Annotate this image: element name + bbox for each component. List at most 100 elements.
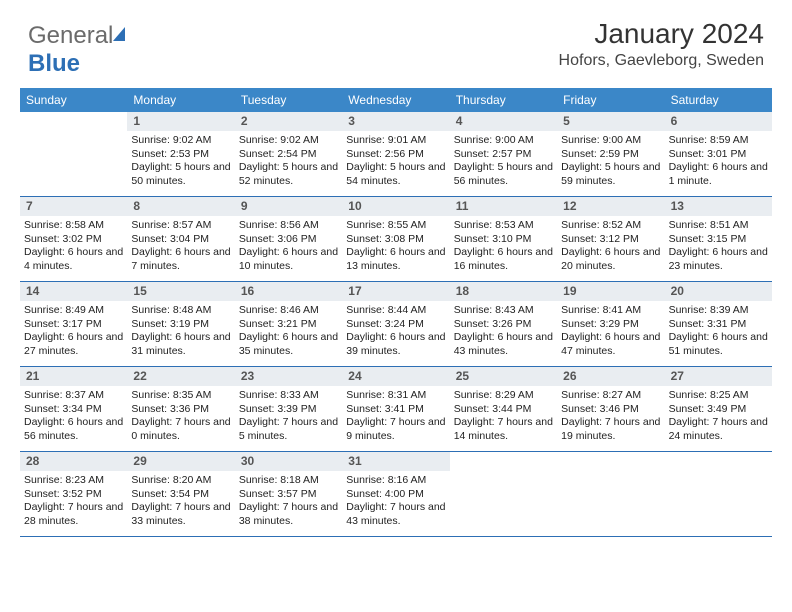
daylight-text: Daylight: 6 hours and 51 minutes. [669,331,768,358]
daylight-text: Daylight: 7 hours and 5 minutes. [239,416,338,443]
logo-text-2: Blue [28,50,80,77]
day-number: 8 [127,197,234,216]
sunset-text: Sunset: 2:56 PM [346,148,445,161]
daylight-text: Daylight: 7 hours and 38 minutes. [239,501,338,528]
daylight-text: Daylight: 6 hours and 13 minutes. [346,246,445,273]
day-cell: 14 Sunrise: 8:49 AMSunset: 3:17 PMDayligh… [20,282,127,366]
day-number: 2 [235,112,342,131]
sunset-text: Sunset: 3:17 PM [24,318,123,331]
day-cell: 26 Sunrise: 8:27 AMSunset: 3:46 PMDayligh… [557,367,664,451]
daylight-text: Daylight: 6 hours and 23 minutes. [669,246,768,273]
sunset-text: Sunset: 3:52 PM [24,488,123,501]
sunrise-text: Sunrise: 8:52 AM [561,219,660,232]
day-number: 10 [342,197,449,216]
day-number: 4 [450,112,557,131]
sunrise-text: Sunrise: 8:58 AM [24,219,123,232]
day-number [665,452,772,471]
sunrise-text: Sunrise: 8:25 AM [669,389,768,402]
logo: General Blue [28,22,129,78]
day-cell: 1 Sunrise: 9:02 AMSunset: 2:53 PMDaylight… [127,112,234,196]
daylight-text: Daylight: 6 hours and 31 minutes. [131,331,230,358]
day-number: 15 [127,282,234,301]
sunrise-text: Sunrise: 8:46 AM [239,304,338,317]
day-cell: 18Sunrise: 8:43 AMSunset: 3:26 PMDayligh… [450,282,557,366]
sunset-text: Sunset: 3:54 PM [131,488,230,501]
sunset-text: Sunset: 4:00 PM [346,488,445,501]
daylight-text: Daylight: 6 hours and 10 minutes. [239,246,338,273]
day-number: 21 [20,367,127,386]
sunrise-text: Sunrise: 9:02 AM [239,134,338,147]
day-number: 12 [557,197,664,216]
sunset-text: Sunset: 3:34 PM [24,403,123,416]
day-cell: 19Sunrise: 8:41 AMSunset: 3:29 PMDayligh… [557,282,664,366]
sunrise-text: Sunrise: 8:48 AM [131,304,230,317]
daylight-text: Daylight: 6 hours and 16 minutes. [454,246,553,273]
logo-sail-icon [111,25,129,43]
sunset-text: Sunset: 3:24 PM [346,318,445,331]
day-cell: 11Sunrise: 8:53 AMSunset: 3:10 PMDayligh… [450,197,557,281]
daylight-text: Daylight: 6 hours and 20 minutes. [561,246,660,273]
daylight-text: Daylight: 6 hours and 27 minutes. [24,331,123,358]
weekday-header: Monday [127,88,234,112]
day-cell: 13 Sunrise: 8:51 AMSunset: 3:15 PMDayligh… [665,197,772,281]
sunrise-text: Sunrise: 8:16 AM [346,474,445,487]
page-title: January 2024 [559,18,764,50]
day-number: 1 [127,112,234,131]
daylight-text: Daylight: 5 hours and 52 minutes. [239,161,338,188]
weekday-header: Tuesday [235,88,342,112]
daylight-text: Daylight: 6 hours and 47 minutes. [561,331,660,358]
day-number: 13 [665,197,772,216]
day-cell: 4Sunrise: 9:00 AMSunset: 2:57 PMDaylight… [450,112,557,196]
day-number: 28 [20,452,127,471]
day-number: 5 [557,112,664,131]
daylight-text: Daylight: 6 hours and 35 minutes. [239,331,338,358]
day-number: 25 [450,367,557,386]
sunrise-text: Sunrise: 8:43 AM [454,304,553,317]
week-row: 14Sunrise: 8:49 AMSunset: 3:17 PMDayligh… [20,282,772,367]
sunrise-text: Sunrise: 8:41 AM [561,304,660,317]
sunset-text: Sunset: 3:46 PM [561,403,660,416]
daylight-text: Daylight: 6 hours and 1 minute. [669,161,768,188]
header-right: January 2024 Hofors, Gaevleborg, Sweden [559,18,764,70]
daylight-text: Daylight: 5 hours and 50 minutes. [131,161,230,188]
sunrise-text: Sunrise: 8:51 AM [669,219,768,232]
day-number: 31 [342,452,449,471]
day-number: 22 [127,367,234,386]
day-number [557,452,664,471]
daylight-text: Daylight: 6 hours and 43 minutes. [454,331,553,358]
day-cell: 31Sunrise: 8:16 AMSunset: 4:00 PMDayligh… [342,452,449,536]
sunset-text: Sunset: 2:57 PM [454,148,553,161]
daylight-text: Daylight: 7 hours and 33 minutes. [131,501,230,528]
sunrise-text: Sunrise: 8:18 AM [239,474,338,487]
day-cell: 15Sunrise: 8:48 AMSunset: 3:19 PMDayligh… [127,282,234,366]
day-number: 7 [20,197,127,216]
sunrise-text: Sunrise: 9:00 AM [561,134,660,147]
day-number: 17 [342,282,449,301]
sunrise-text: Sunrise: 8:37 AM [24,389,123,402]
daylight-text: Daylight: 7 hours and 19 minutes. [561,416,660,443]
sunrise-text: Sunrise: 8:20 AM [131,474,230,487]
sunset-text: Sunset: 3:44 PM [454,403,553,416]
day-cell: 10Sunrise: 8:55 AMSunset: 3:08 PMDayligh… [342,197,449,281]
sunrise-text: Sunrise: 9:02 AM [131,134,230,147]
sunset-text: Sunset: 2:59 PM [561,148,660,161]
sunset-text: Sunset: 3:15 PM [669,233,768,246]
day-cell: 23Sunrise: 8:33 AMSunset: 3:39 PMDayligh… [235,367,342,451]
logo-text-1: General [28,22,113,49]
sunrise-text: Sunrise: 8:27 AM [561,389,660,402]
daylight-text: Daylight: 6 hours and 7 minutes. [131,246,230,273]
day-cell: 30Sunrise: 8:18 AMSunset: 3:57 PMDayligh… [235,452,342,536]
sunset-text: Sunset: 3:12 PM [561,233,660,246]
day-number: 9 [235,197,342,216]
sunrise-text: Sunrise: 8:29 AM [454,389,553,402]
sunrise-text: Sunrise: 8:49 AM [24,304,123,317]
daylight-text: Daylight: 6 hours and 39 minutes. [346,331,445,358]
sunset-text: Sunset: 3:21 PM [239,318,338,331]
sunset-text: Sunset: 2:53 PM [131,148,230,161]
day-number: 26 [557,367,664,386]
weekday-header: Sunday [20,88,127,112]
day-number: 14 [20,282,127,301]
day-cell: 22Sunrise: 8:35 AMSunset: 3:36 PMDayligh… [127,367,234,451]
sunrise-text: Sunrise: 8:35 AM [131,389,230,402]
week-row: 1Sunrise: 9:02 AMSunset: 2:53 PMDaylight… [20,112,772,197]
